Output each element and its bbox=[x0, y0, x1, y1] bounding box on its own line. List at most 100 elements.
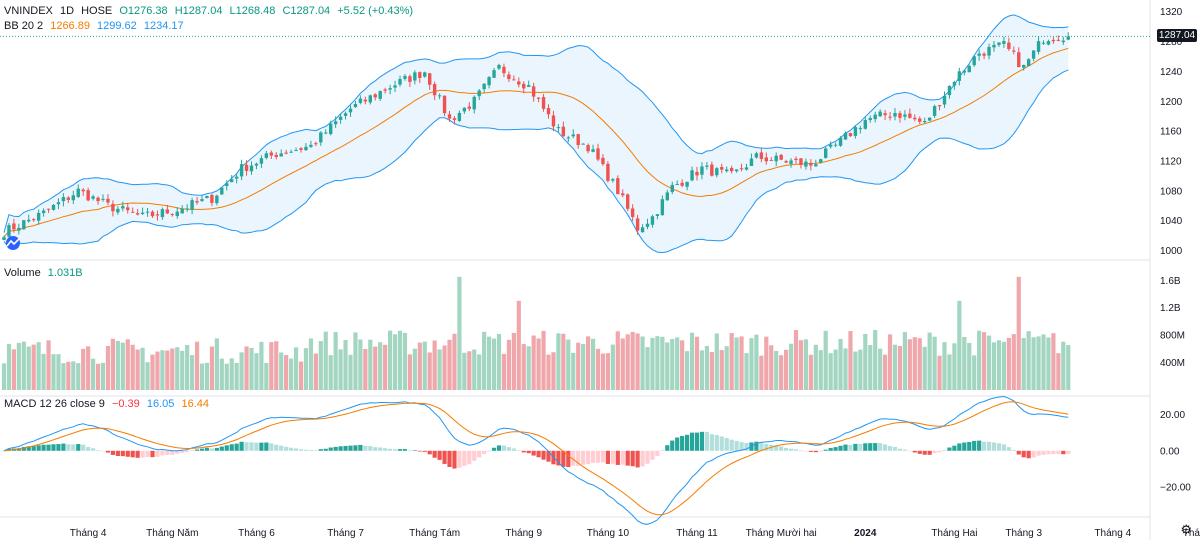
volume-bar bbox=[264, 362, 269, 390]
volume-bar bbox=[689, 332, 695, 390]
macd-histogram-bar bbox=[71, 444, 76, 451]
volume-bar bbox=[917, 338, 922, 390]
candle-body bbox=[91, 196, 95, 199]
volume-bar bbox=[487, 336, 492, 390]
candle-body bbox=[512, 79, 516, 81]
candle-body bbox=[210, 194, 214, 203]
candle-body bbox=[205, 195, 209, 199]
volume-bar bbox=[912, 337, 917, 390]
macd-histogram-bar bbox=[764, 443, 769, 451]
candle-body bbox=[324, 132, 328, 134]
volume-bar bbox=[1061, 341, 1066, 390]
symbol-legend[interactable]: VNINDEX 1D HOSE O1276.38 H1287.04 L1268.… bbox=[4, 4, 417, 18]
candle bbox=[883, 109, 887, 120]
price-tick-label: 1280 bbox=[1160, 37, 1183, 48]
candle bbox=[527, 80, 531, 88]
volume-bar bbox=[338, 349, 343, 390]
candle bbox=[606, 161, 610, 183]
macd-legend[interactable]: MACD 12 26 close 9 −0.39 16.05 16.44 bbox=[4, 397, 213, 411]
volume-bar bbox=[605, 353, 610, 390]
candle-body bbox=[1041, 42, 1046, 44]
macd-histogram-bar bbox=[863, 443, 868, 451]
volume-bar bbox=[1, 363, 7, 390]
candle bbox=[249, 161, 254, 175]
volume-bar bbox=[615, 331, 620, 390]
time-tick-label: Tháng 3 bbox=[1005, 528, 1042, 539]
candle bbox=[41, 208, 46, 217]
candle bbox=[898, 110, 902, 123]
candle-body bbox=[734, 169, 739, 172]
volume-label[interactable]: Volume bbox=[4, 267, 41, 279]
candle bbox=[784, 159, 788, 164]
macd-histogram-bar bbox=[204, 447, 210, 451]
candle bbox=[888, 111, 892, 121]
gear-icon[interactable]: ⚙ bbox=[1180, 522, 1192, 537]
bb-label[interactable]: BB 20 2 bbox=[4, 20, 44, 32]
candle bbox=[546, 104, 551, 119]
volume-bar bbox=[759, 355, 764, 390]
tradingview-logo-icon[interactable] bbox=[4, 236, 22, 250]
candle-body bbox=[56, 202, 61, 205]
candle-body bbox=[1051, 39, 1056, 42]
volume-bar bbox=[803, 339, 808, 390]
candle bbox=[868, 115, 872, 123]
candle-body bbox=[962, 70, 966, 73]
macd-histogram-bar bbox=[363, 445, 368, 451]
macd-histogram-bar bbox=[892, 446, 898, 451]
candle bbox=[556, 124, 561, 133]
macd-histogram-bar bbox=[833, 447, 838, 451]
volume-bar bbox=[576, 342, 581, 390]
candle-body bbox=[274, 154, 278, 158]
candle bbox=[294, 147, 298, 152]
volume-bar bbox=[828, 353, 833, 390]
volume-bar bbox=[343, 340, 348, 390]
volume-bar bbox=[313, 353, 318, 390]
macd-histogram-bar bbox=[249, 442, 254, 451]
candle-body bbox=[546, 108, 551, 115]
macd-histogram-bar bbox=[675, 437, 680, 451]
volume-legend[interactable]: Volume 1.031B bbox=[4, 266, 87, 280]
candle bbox=[764, 152, 768, 165]
candle bbox=[833, 142, 838, 148]
candle-body bbox=[383, 89, 387, 91]
volume-bar bbox=[259, 341, 264, 390]
interval[interactable]: 1D bbox=[59, 5, 75, 17]
macd-histogram-bar bbox=[190, 450, 195, 451]
bb-legend[interactable]: BB 20 2 1266.89 1299.62 1234.17 bbox=[4, 19, 188, 33]
macd-histogram-bar bbox=[348, 445, 353, 451]
symbol-name[interactable]: VNINDEX bbox=[4, 5, 53, 17]
macd-histogram-bar bbox=[175, 450, 180, 454]
candle bbox=[477, 88, 481, 101]
volume-bar bbox=[289, 358, 294, 390]
macd-histogram-bar bbox=[635, 450, 640, 468]
candle bbox=[502, 63, 506, 78]
volume-bar bbox=[422, 341, 427, 390]
candle bbox=[720, 163, 724, 174]
ohlc-close: C1287.04 bbox=[282, 5, 331, 17]
candle bbox=[932, 104, 937, 119]
macd-histogram-bar bbox=[818, 450, 823, 452]
macd-histogram-bar bbox=[1006, 447, 1011, 451]
candle-body bbox=[373, 94, 377, 98]
candle-body bbox=[32, 219, 36, 221]
candle-body bbox=[942, 95, 947, 105]
volume-bar bbox=[526, 346, 531, 390]
candle-body bbox=[858, 128, 863, 130]
candle bbox=[824, 146, 828, 159]
candle bbox=[96, 196, 100, 205]
candle bbox=[665, 189, 669, 201]
candle bbox=[621, 189, 625, 198]
candle bbox=[437, 93, 442, 100]
volume-bar bbox=[373, 346, 378, 390]
macd-histogram-bar bbox=[986, 441, 992, 451]
candle-body bbox=[428, 73, 432, 85]
candle bbox=[645, 218, 650, 230]
candle bbox=[333, 116, 338, 128]
candle bbox=[442, 95, 447, 117]
volume-bar bbox=[724, 346, 729, 390]
macd-label[interactable]: MACD 12 26 close 9 bbox=[4, 398, 105, 410]
volume-bar bbox=[541, 330, 546, 390]
macd-histogram-bar bbox=[298, 449, 304, 451]
volume-bar bbox=[76, 363, 81, 390]
